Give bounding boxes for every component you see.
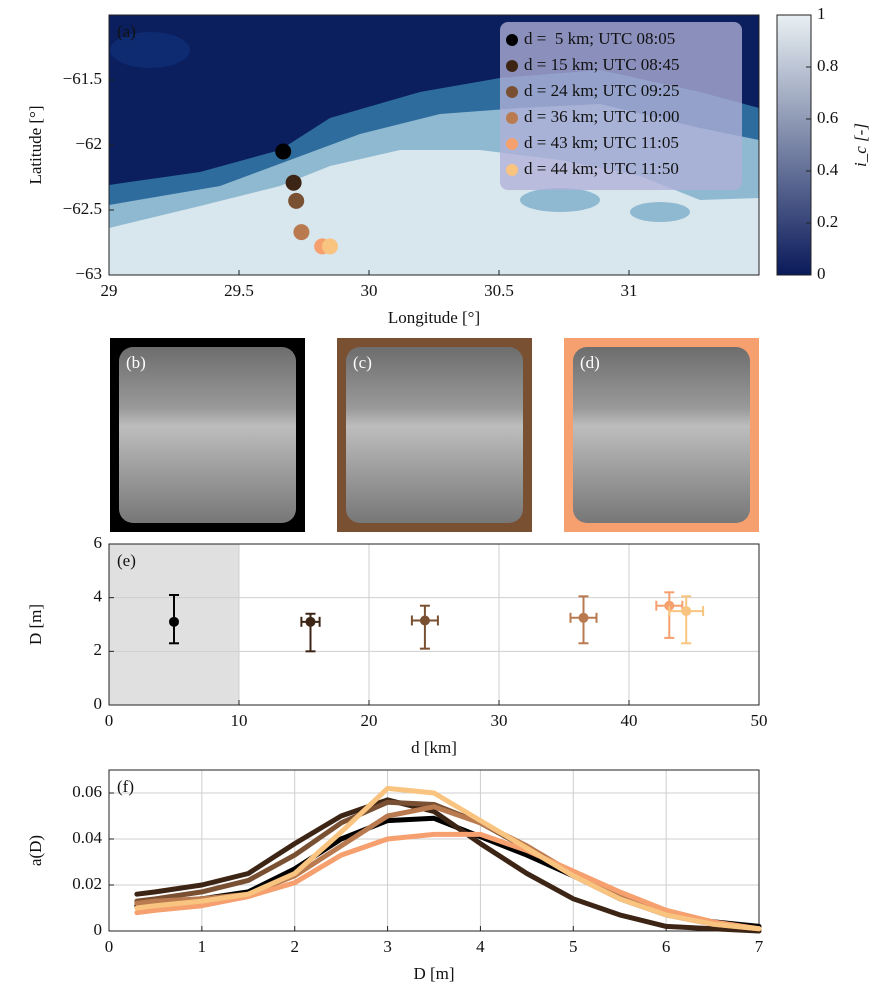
colorbar-tick-label: 0 — [817, 264, 826, 283]
x-tick-label: 0 — [105, 937, 114, 956]
x-tick-label: 7 — [755, 937, 764, 956]
y-tick-label: 4 — [94, 587, 103, 606]
y-tick-label: 6 — [94, 533, 103, 552]
y-tick-label: 2 — [94, 640, 103, 659]
legend-marker — [506, 60, 518, 72]
legend-marker — [506, 86, 518, 98]
y-tick-label: −61.5 — [63, 69, 102, 88]
y-axis-label: a(D) — [26, 835, 45, 866]
panel-label: (b) — [126, 353, 146, 372]
x-tick-label: 5 — [569, 937, 578, 956]
y-tick-label: 0.02 — [72, 874, 102, 893]
colorbar-tick-label: 0.2 — [817, 212, 838, 231]
x-tick-label: 4 — [476, 937, 485, 956]
panel-label: (a) — [117, 22, 136, 41]
x-tick-label: 3 — [383, 937, 392, 956]
legend-box — [500, 22, 742, 190]
legend-label: d = 36 km; UTC 10:00 — [524, 107, 680, 126]
data-point — [664, 600, 675, 611]
panel-label: (f) — [117, 777, 134, 796]
legend-marker — [506, 164, 518, 176]
legend-label: d = 43 km; UTC 11:05 — [524, 133, 679, 152]
track-point — [275, 143, 292, 160]
track-point — [285, 174, 302, 191]
y-tick-label: −62.5 — [63, 199, 102, 218]
y-tick-label: 0.06 — [72, 782, 102, 801]
colorbar-tick-label: 0.4 — [817, 160, 839, 179]
colorbar-label: i_c [-] — [851, 123, 870, 167]
legend-label: d = 24 km; UTC 09:25 — [524, 81, 680, 100]
x-axis-label: d [km] — [411, 738, 457, 757]
x-tick-label: 40 — [621, 711, 638, 730]
x-tick-label: 50 — [751, 711, 768, 730]
plot-frame — [108, 543, 760, 706]
series-line — [134, 797, 762, 934]
x-tick-label: 2 — [290, 937, 299, 956]
y-tick-label: 0 — [94, 920, 103, 939]
x-tick-label: 6 — [662, 937, 671, 956]
track-point — [293, 224, 310, 241]
x-tick-label: 10 — [231, 711, 248, 730]
y-tick-label: −63 — [75, 264, 102, 283]
legend-label: d = 5 km; UTC 08:05 — [524, 29, 675, 48]
colorbar-tick-label: 0.8 — [817, 56, 838, 75]
plot-frame — [108, 769, 760, 932]
legend-marker — [506, 112, 518, 124]
colorbar-tick-label: 0.6 — [817, 108, 838, 127]
data-point — [419, 615, 430, 626]
plot-frame — [108, 14, 760, 276]
x-axis-label: Longitude [°] — [388, 308, 480, 327]
legend-label: d = 44 km; UTC 11:50 — [524, 159, 679, 178]
y-tick-label: 0 — [94, 694, 103, 713]
y-axis-label: D [m] — [26, 604, 45, 645]
colorbar — [776, 14, 812, 276]
x-tick-label: 0 — [105, 711, 114, 730]
legend-marker — [506, 34, 518, 46]
panel-label: (c) — [353, 353, 372, 372]
series-line — [134, 785, 762, 932]
x-tick-label: 31 — [621, 281, 638, 300]
x-tick-label: 30 — [491, 711, 508, 730]
legend-label: d = 15 km; UTC 08:45 — [524, 55, 680, 74]
x-tick-label: 20 — [361, 711, 378, 730]
y-tick-label: −62 — [75, 134, 102, 153]
x-tick-label: 1 — [198, 937, 207, 956]
track-point — [288, 192, 305, 209]
x-tick-label: 30 — [361, 281, 378, 300]
x-axis-label: D [m] — [413, 964, 454, 983]
legend-marker — [506, 138, 518, 150]
data-point — [681, 606, 692, 617]
y-axis-label: Latitude [°] — [26, 105, 45, 184]
series-line — [134, 831, 762, 932]
field-layer — [520, 188, 600, 212]
x-tick-label: 29 — [101, 281, 118, 300]
data-point — [578, 612, 589, 623]
data-point — [169, 616, 179, 627]
data-point — [305, 616, 316, 627]
photo — [119, 347, 296, 523]
photo — [346, 347, 523, 523]
panel-label: (e) — [117, 551, 136, 570]
photo — [573, 347, 750, 523]
field-layer — [110, 32, 190, 68]
panel-label: (d) — [580, 353, 600, 372]
x-tick-label: 29.5 — [224, 281, 254, 300]
track-point — [322, 238, 338, 255]
colorbar-tick-label: 1 — [817, 4, 826, 23]
x-tick-label: 30.5 — [484, 281, 514, 300]
field-layer — [630, 202, 690, 222]
y-tick-label: 0.04 — [72, 828, 102, 847]
